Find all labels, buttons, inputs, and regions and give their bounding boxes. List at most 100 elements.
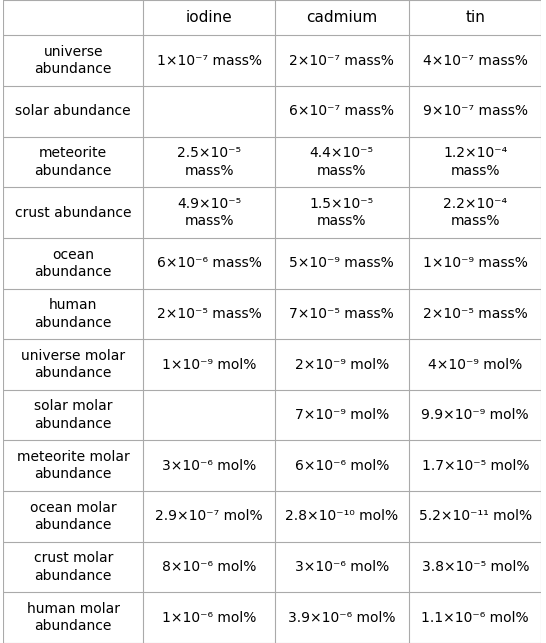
Text: 2.9×10⁻⁷ mol%: 2.9×10⁻⁷ mol% <box>155 509 263 523</box>
Text: 1×10⁻⁹ mass%: 1×10⁻⁹ mass% <box>423 256 528 270</box>
Bar <box>275 35 408 86</box>
Text: universe
abundance: universe abundance <box>34 45 112 77</box>
Bar <box>408 86 542 137</box>
Text: 3.8×10⁻⁵ mol%: 3.8×10⁻⁵ mol% <box>422 560 529 574</box>
Text: human
abundance: human abundance <box>34 298 112 329</box>
Bar <box>408 390 542 440</box>
Text: 1.7×10⁻⁵ mol%: 1.7×10⁻⁵ mol% <box>422 458 529 473</box>
Text: human molar
abundance: human molar abundance <box>27 602 120 633</box>
Text: crust abundance: crust abundance <box>15 206 132 220</box>
Bar <box>143 340 275 390</box>
Bar <box>275 340 408 390</box>
Bar <box>143 491 275 541</box>
Bar <box>275 187 408 238</box>
Text: 1.1×10⁻⁶ mol%: 1.1×10⁻⁶ mol% <box>422 611 529 625</box>
Text: 5.2×10⁻¹¹ mol%: 5.2×10⁻¹¹ mol% <box>419 509 532 523</box>
Bar <box>275 289 408 340</box>
Text: 6×10⁻⁷ mass%: 6×10⁻⁷ mass% <box>289 104 394 118</box>
Bar <box>3 0 143 35</box>
Text: 9.9×10⁻⁹ mol%: 9.9×10⁻⁹ mol% <box>422 408 529 422</box>
Text: 1×10⁻⁷ mass%: 1×10⁻⁷ mass% <box>157 53 262 68</box>
Bar <box>408 340 542 390</box>
Text: ocean
abundance: ocean abundance <box>34 248 112 279</box>
Text: tin: tin <box>465 10 485 25</box>
Bar <box>143 289 275 340</box>
Text: ocean molar
abundance: ocean molar abundance <box>30 501 116 532</box>
Text: cadmium: cadmium <box>306 10 377 25</box>
Text: solar abundance: solar abundance <box>15 104 131 118</box>
Text: 3×10⁻⁶ mol%: 3×10⁻⁶ mol% <box>295 560 389 574</box>
Text: crust molar
abundance: crust molar abundance <box>33 552 113 583</box>
Text: 7×10⁻⁵ mass%: 7×10⁻⁵ mass% <box>289 307 394 321</box>
Bar <box>143 86 275 137</box>
Text: 5×10⁻⁹ mass%: 5×10⁻⁹ mass% <box>289 256 394 270</box>
Bar <box>143 0 275 35</box>
Bar <box>408 187 542 238</box>
Bar <box>3 390 143 440</box>
Bar <box>3 238 143 289</box>
Text: 4.4×10⁻⁵
mass%: 4.4×10⁻⁵ mass% <box>310 147 374 177</box>
Text: 2×10⁻⁵ mass%: 2×10⁻⁵ mass% <box>157 307 262 321</box>
Bar <box>275 137 408 187</box>
Text: 3×10⁻⁶ mol%: 3×10⁻⁶ mol% <box>162 458 256 473</box>
Bar <box>3 440 143 491</box>
Text: 3.9×10⁻⁶ mol%: 3.9×10⁻⁶ mol% <box>288 611 395 625</box>
Bar <box>408 592 542 643</box>
Bar <box>3 137 143 187</box>
Text: 2×10⁻⁹ mol%: 2×10⁻⁹ mol% <box>295 358 389 372</box>
Bar <box>3 289 143 340</box>
Bar <box>143 592 275 643</box>
Bar <box>3 592 143 643</box>
Bar <box>3 187 143 238</box>
Text: 9×10⁻⁷ mass%: 9×10⁻⁷ mass% <box>423 104 528 118</box>
Bar <box>3 35 143 86</box>
Text: 4.9×10⁻⁵
mass%: 4.9×10⁻⁵ mass% <box>177 197 241 228</box>
Text: 4×10⁻⁷ mass%: 4×10⁻⁷ mass% <box>423 53 528 68</box>
Bar <box>275 0 408 35</box>
Text: 2.2×10⁻⁴
mass%: 2.2×10⁻⁴ mass% <box>443 197 507 228</box>
Bar <box>275 440 408 491</box>
Bar <box>408 0 542 35</box>
Bar <box>275 592 408 643</box>
Bar <box>3 340 143 390</box>
Text: 6×10⁻⁶ mol%: 6×10⁻⁶ mol% <box>295 458 389 473</box>
Bar <box>143 541 275 592</box>
Bar <box>275 491 408 541</box>
Bar <box>408 137 542 187</box>
Text: solar molar
abundance: solar molar abundance <box>34 399 112 431</box>
Bar <box>275 238 408 289</box>
Text: 2.5×10⁻⁵
mass%: 2.5×10⁻⁵ mass% <box>177 147 241 177</box>
Text: 1.5×10⁻⁵
mass%: 1.5×10⁻⁵ mass% <box>310 197 374 228</box>
Text: 1.2×10⁻⁴
mass%: 1.2×10⁻⁴ mass% <box>443 147 507 177</box>
Text: meteorite molar
abundance: meteorite molar abundance <box>17 450 129 482</box>
Bar <box>408 440 542 491</box>
Text: 1×10⁻⁹ mol%: 1×10⁻⁹ mol% <box>162 358 256 372</box>
Bar <box>143 35 275 86</box>
Bar <box>408 289 542 340</box>
Text: 7×10⁻⁹ mol%: 7×10⁻⁹ mol% <box>295 408 389 422</box>
Text: 8×10⁻⁶ mol%: 8×10⁻⁶ mol% <box>162 560 256 574</box>
Bar <box>275 541 408 592</box>
Bar <box>143 137 275 187</box>
Bar <box>143 440 275 491</box>
Bar <box>3 86 143 137</box>
Bar <box>275 390 408 440</box>
Text: universe molar
abundance: universe molar abundance <box>21 349 125 380</box>
Bar <box>408 238 542 289</box>
Text: 6×10⁻⁶ mass%: 6×10⁻⁶ mass% <box>157 256 262 270</box>
Bar <box>408 35 542 86</box>
Text: iodine: iodine <box>186 10 233 25</box>
Bar <box>408 491 542 541</box>
Text: 2×10⁻⁵ mass%: 2×10⁻⁵ mass% <box>423 307 527 321</box>
Bar <box>408 541 542 592</box>
Text: 2.8×10⁻¹⁰ mol%: 2.8×10⁻¹⁰ mol% <box>285 509 399 523</box>
Bar <box>143 390 275 440</box>
Text: meteorite
abundance: meteorite abundance <box>34 147 112 177</box>
Bar <box>143 238 275 289</box>
Bar <box>3 541 143 592</box>
Text: 4×10⁻⁹ mol%: 4×10⁻⁹ mol% <box>428 358 523 372</box>
Text: 2×10⁻⁷ mass%: 2×10⁻⁷ mass% <box>289 53 394 68</box>
Text: 1×10⁻⁶ mol%: 1×10⁻⁶ mol% <box>162 611 256 625</box>
Bar <box>275 86 408 137</box>
Bar <box>143 187 275 238</box>
